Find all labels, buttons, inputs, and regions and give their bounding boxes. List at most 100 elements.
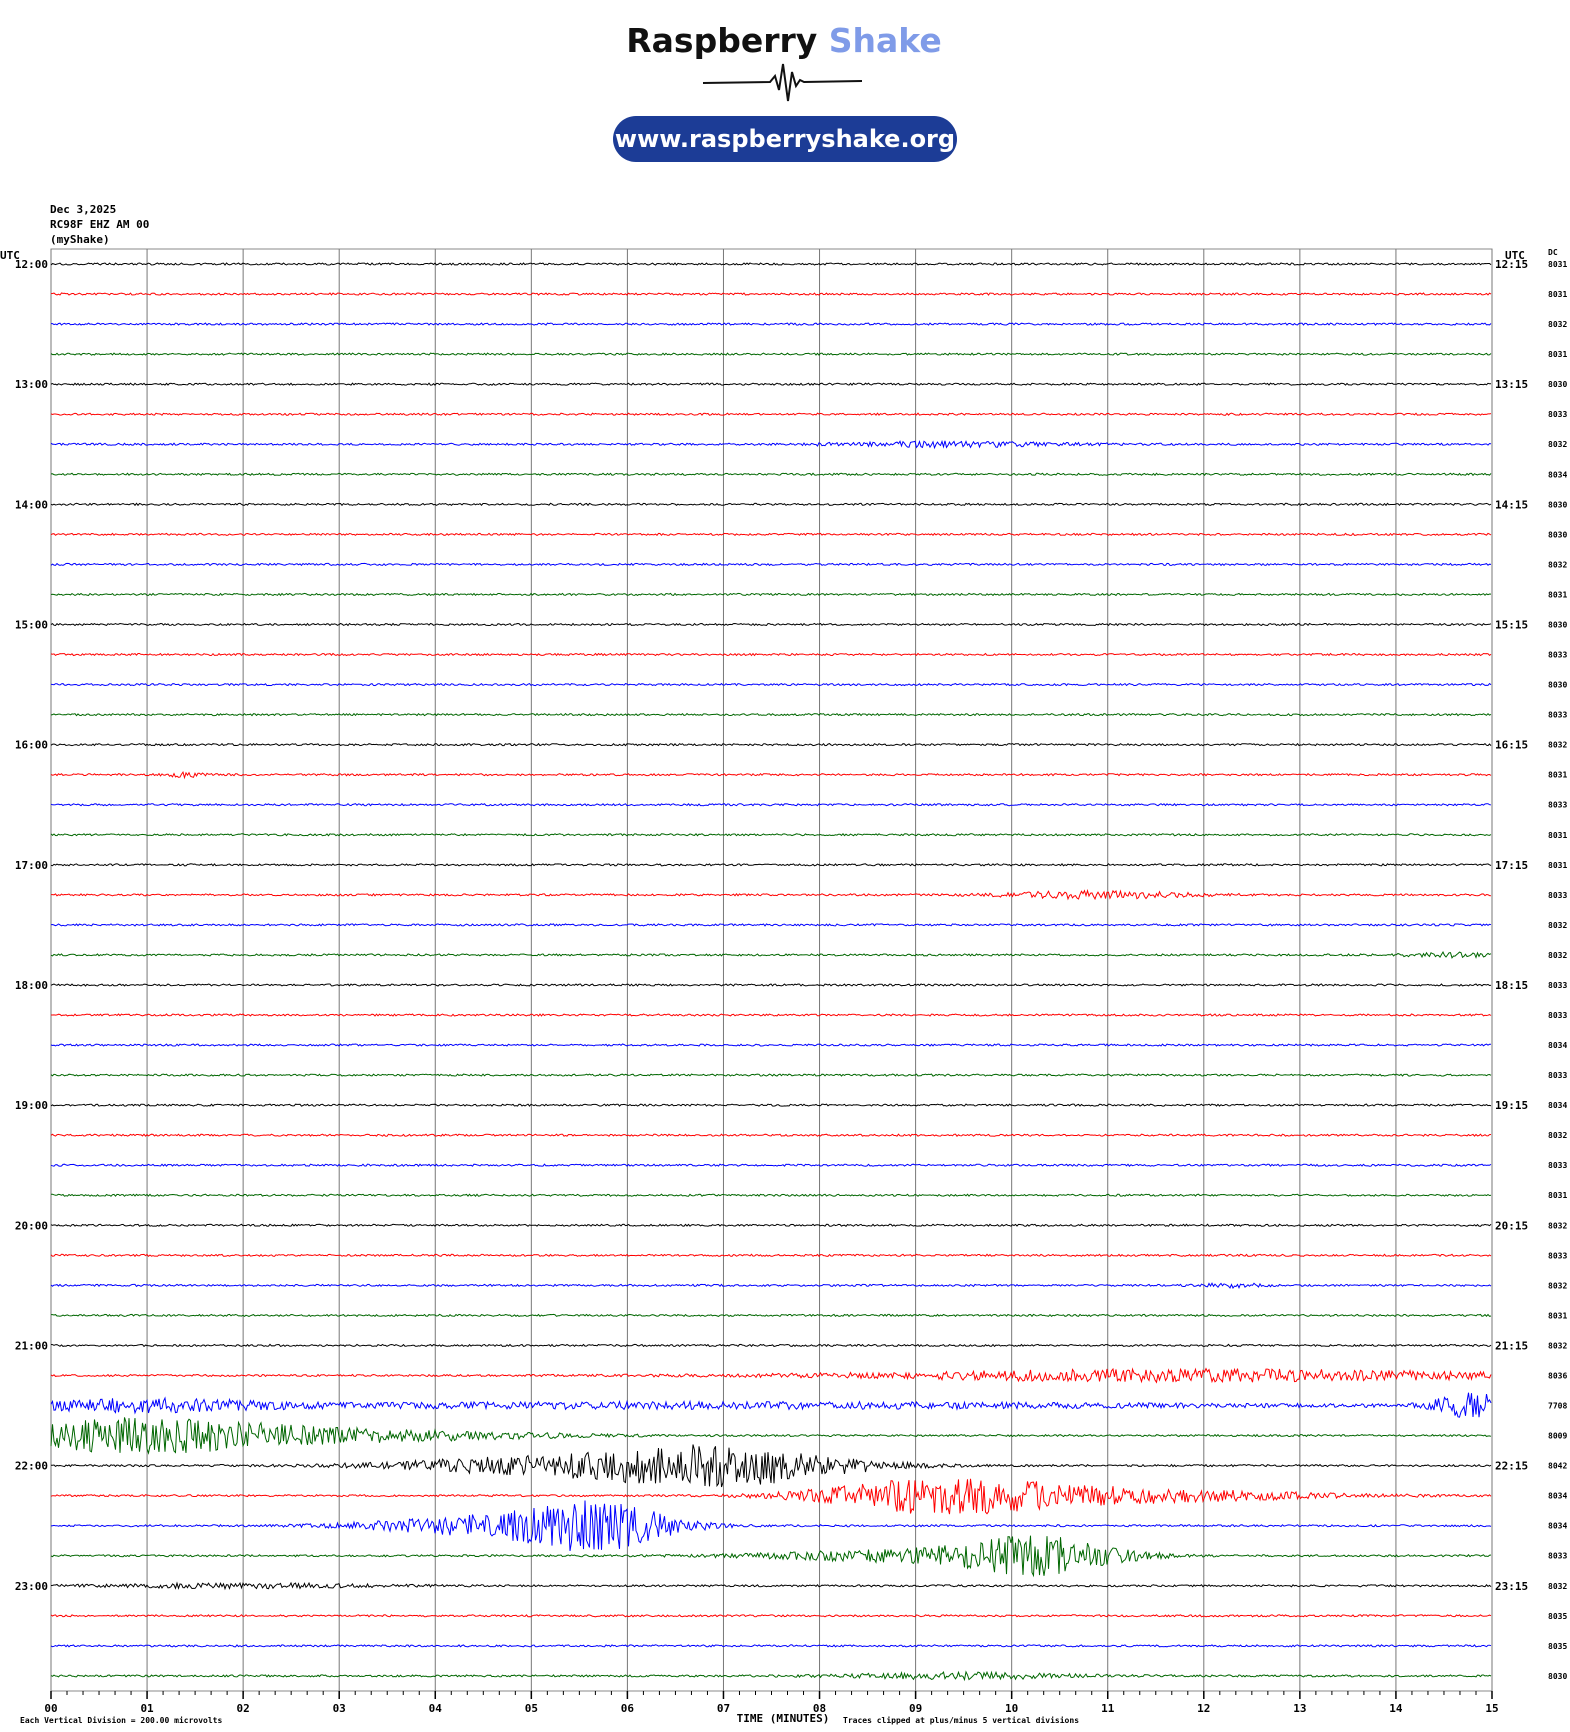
- trace: [50, 412, 1492, 416]
- station: RC98F EHZ AM 00: [50, 218, 149, 231]
- dc-value: 8033: [1548, 410, 1567, 419]
- dc-value: 8033: [1548, 711, 1567, 720]
- logo-squiggle: [702, 63, 863, 102]
- hour-label: 17:00: [15, 859, 48, 872]
- x-tick-label: 14: [1389, 1702, 1403, 1715]
- trace: [50, 502, 1492, 507]
- trace: [50, 1500, 1492, 1551]
- hour-label: 14:15: [1495, 498, 1528, 511]
- right-axis-label: UTC: [1505, 249, 1525, 262]
- trace: [51, 1193, 1492, 1197]
- dc-value: 8031: [1548, 1191, 1567, 1200]
- trace: [50, 742, 1492, 747]
- dc-value: 8031: [1548, 1311, 1567, 1320]
- hour-label: 22:15: [1495, 1460, 1528, 1473]
- hour-label: 12:00: [15, 258, 48, 271]
- trace: [50, 1417, 1492, 1455]
- url-pill[interactable]: [613, 116, 957, 162]
- dc-value: 8032: [1548, 951, 1567, 960]
- hour-label: 20:00: [15, 1219, 48, 1232]
- url[interactable]: www.raspberryshake.org: [615, 125, 955, 153]
- trace: [50, 983, 1492, 987]
- dc-value: 8033: [1548, 1071, 1567, 1080]
- x-tick-label: 06: [621, 1702, 635, 1715]
- dc-value: 8030: [1548, 500, 1567, 509]
- dc-value: 8031: [1548, 260, 1567, 269]
- trace: [50, 1367, 1492, 1384]
- dc-value: 8031: [1548, 590, 1567, 599]
- dc-value: 8033: [1548, 651, 1567, 660]
- hour-label: 17:15: [1495, 859, 1528, 872]
- trace: [50, 352, 1492, 356]
- trace: [50, 1444, 1492, 1488]
- trace: [50, 1644, 1492, 1648]
- trace: [50, 951, 1492, 959]
- trace: [51, 1013, 1492, 1017]
- trace: [50, 472, 1492, 477]
- dc-value: 8033: [1548, 1161, 1567, 1170]
- dc-value: 8042: [1548, 1462, 1567, 1471]
- dc-value: 8031: [1548, 771, 1567, 780]
- x-tick-label: 11: [1101, 1702, 1115, 1715]
- dc-value: 8032: [1548, 320, 1567, 329]
- trace: [50, 1343, 1492, 1348]
- x-tick-label: 04: [429, 1702, 443, 1715]
- hour-label: 12:15: [1495, 258, 1528, 271]
- x-tick-label: 07: [717, 1702, 730, 1715]
- trace: [50, 562, 1492, 567]
- traces: [50, 262, 1492, 1682]
- x-tick-label: 00: [44, 1702, 57, 1715]
- dc-value: 7708: [1548, 1402, 1567, 1411]
- dc-value: 8030: [1548, 1672, 1567, 1681]
- trace: [50, 1478, 1492, 1515]
- x-tick-label: 09: [909, 1702, 922, 1715]
- trace: [50, 862, 1492, 867]
- dc-value: 8034: [1548, 1522, 1567, 1531]
- trace: [50, 803, 1492, 807]
- hour-label: 19:00: [15, 1099, 48, 1112]
- x-tick-label: 15: [1485, 1702, 1498, 1715]
- dc-value: 8031: [1548, 861, 1567, 870]
- hour-label: 13:00: [15, 378, 48, 391]
- x-tick-label: 01: [140, 1702, 154, 1715]
- trace: [50, 292, 1492, 296]
- dc-value: 8034: [1548, 1101, 1567, 1110]
- dc-value: 8033: [1548, 1552, 1567, 1561]
- dc-value: 8030: [1548, 620, 1567, 629]
- dc-value: 8033: [1548, 1011, 1567, 1020]
- dc-value: 8035: [1548, 1612, 1567, 1621]
- trace: [50, 382, 1491, 386]
- hour-label: 18:00: [15, 979, 48, 992]
- dc-value: 8032: [1548, 1582, 1567, 1591]
- dc-value: 8030: [1548, 530, 1567, 539]
- hour-label: 21:15: [1495, 1339, 1528, 1352]
- dc-value: 8030: [1548, 380, 1567, 389]
- trace: [51, 322, 1492, 326]
- dc-value: 8032: [1548, 741, 1567, 750]
- x-tick-label: 05: [525, 1702, 538, 1715]
- logo-primary: Raspberry: [626, 21, 817, 60]
- trace: [50, 262, 1492, 266]
- trace: [51, 888, 1492, 901]
- hour-label: 16:15: [1495, 739, 1528, 752]
- dc-value: 8036: [1548, 1371, 1567, 1380]
- trace: [50, 1282, 1492, 1290]
- x-tick-label: 12: [1197, 1702, 1210, 1715]
- trace: [50, 1253, 1492, 1258]
- trace: [50, 1163, 1492, 1167]
- hour-label: 18:15: [1495, 979, 1528, 992]
- trace: [50, 592, 1492, 597]
- hour-label: 23:15: [1495, 1580, 1528, 1593]
- trace: [50, 833, 1492, 837]
- trace: [50, 439, 1492, 450]
- source: (myShake): [50, 233, 110, 246]
- trace: [50, 923, 1492, 927]
- trace: [50, 1535, 1492, 1578]
- dc-value: 8034: [1548, 1492, 1567, 1501]
- trace: [50, 532, 1492, 537]
- trace: [50, 712, 1492, 717]
- dc-value: 8031: [1548, 831, 1567, 840]
- logo-secondary: Shake: [829, 21, 942, 60]
